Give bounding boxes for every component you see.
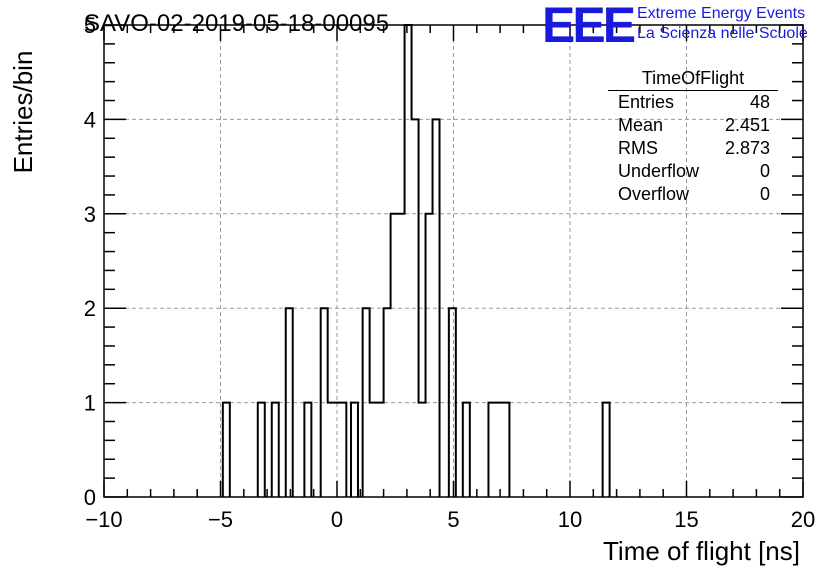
plot-frame xyxy=(103,24,804,498)
histogram-bin xyxy=(223,403,230,497)
x-tick-label: 5 xyxy=(447,507,459,532)
histogram-bin xyxy=(304,403,311,497)
axis-ticks xyxy=(103,24,804,498)
histogram-bin xyxy=(426,214,433,497)
stats-value: 2.451 xyxy=(724,115,770,135)
histogram-bin xyxy=(405,25,412,497)
stats-label: RMS xyxy=(618,138,658,158)
y-tick-label: 0 xyxy=(84,485,96,510)
stats-row-mean: Mean 2.451 xyxy=(608,114,778,137)
y-tick-label: 2 xyxy=(84,296,96,321)
x-tick-label: 20 xyxy=(791,507,815,532)
stats-label: Mean xyxy=(618,115,664,135)
x-tick-label: −5 xyxy=(208,507,233,532)
stats-label: Entries xyxy=(618,92,675,112)
stats-value: 2.873 xyxy=(724,138,770,158)
stats-box: TimeOfFlight Entries 48 Mean 2.451 RMS 2… xyxy=(608,66,778,206)
eee-logo: EEE xyxy=(542,0,636,53)
histogram-bin xyxy=(463,403,470,497)
stats-value: 0 xyxy=(759,184,770,204)
x-tick-label: 10 xyxy=(558,507,582,532)
x-tick-label: −10 xyxy=(85,507,122,532)
stats-label: Underflow xyxy=(618,161,700,181)
y-tick-label: 5 xyxy=(84,13,96,38)
stats-value: 48 xyxy=(749,92,770,112)
histogram-bin xyxy=(419,403,426,497)
grid-lines xyxy=(104,25,803,497)
stats-value: 0 xyxy=(759,161,770,181)
y-axis-label: Entries/bin xyxy=(8,51,38,174)
x-tick-labels: −10 −5 0 5 10 15 20 xyxy=(85,507,815,532)
y-tick-label: 3 xyxy=(84,202,96,227)
histogram-bins xyxy=(223,25,610,497)
histogram-outline xyxy=(221,24,611,497)
stats-title: TimeOfFlight xyxy=(608,66,778,91)
histogram-bin xyxy=(351,403,358,497)
y-tick-label: 4 xyxy=(84,107,96,132)
logo-line-1: Extreme Energy Events xyxy=(637,5,806,22)
logo-line-2: La Scienza nelle Scuole xyxy=(637,25,808,42)
x-axis-label: Time of flight [ns] xyxy=(603,536,800,566)
stats-row-entries: Entries 48 xyxy=(608,91,778,114)
stats-row-rms: RMS 2.873 xyxy=(608,137,778,160)
histogram-bin xyxy=(258,403,265,497)
stats-row-overflow: Overflow 0 xyxy=(608,183,778,206)
histogram-bin xyxy=(488,403,509,497)
y-tick-label: 1 xyxy=(84,391,96,416)
x-tick-label: 15 xyxy=(674,507,698,532)
histogram-bin xyxy=(391,214,405,497)
y-tick-labels: 0 1 2 3 4 5 xyxy=(84,13,96,510)
histogram-bin xyxy=(272,403,279,497)
histogram-bin xyxy=(603,403,610,497)
histogram-bin xyxy=(370,403,384,497)
plot-title: SAVO-02-2019-05-18-00095 xyxy=(84,10,390,37)
stats-row-underflow: Underflow 0 xyxy=(608,160,778,183)
x-tick-label: 0 xyxy=(331,507,343,532)
stats-label: Overflow xyxy=(618,184,690,204)
